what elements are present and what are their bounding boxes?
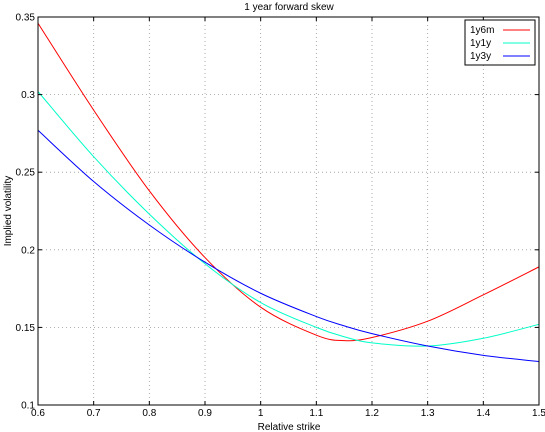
series-group — [37, 22, 540, 363]
x-tick-label: 0.6 — [31, 408, 45, 419]
x-tick-label: 1.1 — [309, 408, 323, 419]
x-tick-label: 1.3 — [421, 408, 435, 419]
series-line-1y6m — [37, 22, 540, 342]
x-tick-label: 1.5 — [532, 408, 545, 419]
legend-label: 1y3y — [470, 51, 491, 62]
grid — [38, 17, 539, 405]
series-line-1y3y — [37, 129, 540, 363]
x-tick-label: 0.7 — [87, 408, 101, 419]
y-axis-label: Implied volatility — [3, 176, 14, 247]
legend: 1y6m 1y1y 1y3y — [464, 19, 536, 66]
x-tick-label: 0.8 — [142, 408, 156, 419]
legend-label: 1y6m — [470, 25, 494, 36]
x-tick-label: 0.9 — [198, 408, 212, 419]
axis-ticks: 0.6 0.7 0.8 0.9 1 1.1 1.2 1.3 1.4 1.5 0.1 0.15 0.2 0.… — [16, 13, 545, 420]
y-tick-label: 0.35 — [16, 13, 36, 24]
x-tick-label: 1.2 — [365, 408, 379, 419]
y-tick-label: 0.3 — [21, 90, 35, 101]
y-tick-label: 0.2 — [21, 245, 35, 256]
y-tick-label: 0.1 — [21, 401, 35, 412]
plot-frame — [37, 16, 540, 406]
y-tick-label: 0.25 — [16, 168, 36, 179]
x-tick-label: 1.4 — [476, 408, 490, 419]
x-axis-label: Relative strike — [258, 422, 321, 432]
y-tick-label: 0.15 — [16, 323, 36, 334]
chart-title: 1 year forward skew — [244, 2, 334, 13]
x-tick-label: 1 — [258, 408, 264, 419]
series-line-1y1y — [37, 91, 540, 347]
legend-label: 1y1y — [470, 38, 491, 49]
